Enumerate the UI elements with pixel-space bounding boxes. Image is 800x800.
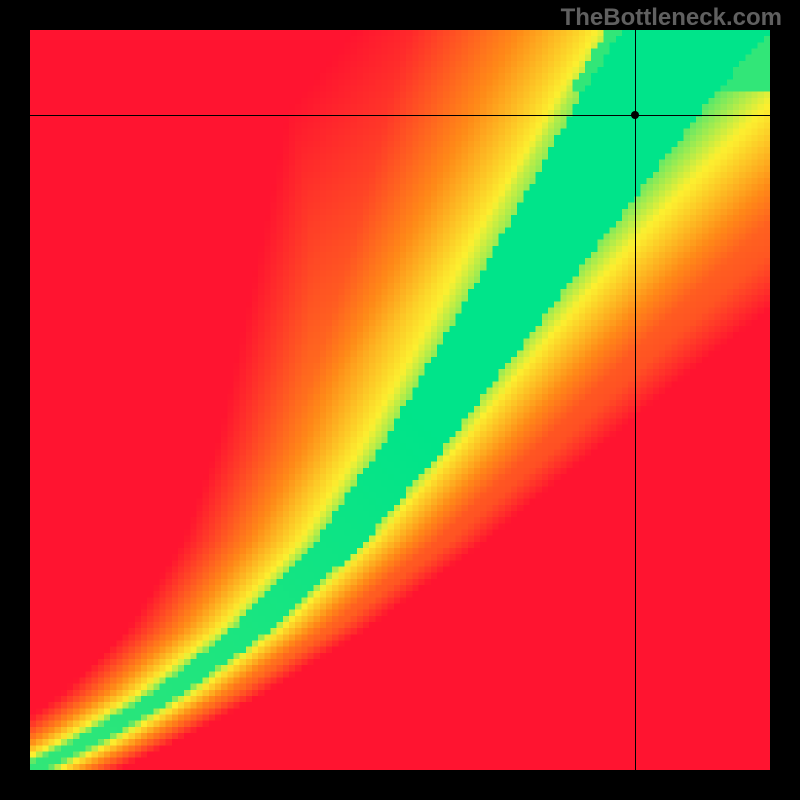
heatmap-canvas	[30, 30, 770, 770]
heatmap-plot-area	[30, 30, 770, 770]
crosshair-vertical	[635, 30, 636, 770]
watermark-text: TheBottleneck.com	[561, 4, 782, 32]
crosshair-horizontal	[30, 115, 770, 116]
chart-container: TheBottleneck.com	[0, 0, 800, 800]
